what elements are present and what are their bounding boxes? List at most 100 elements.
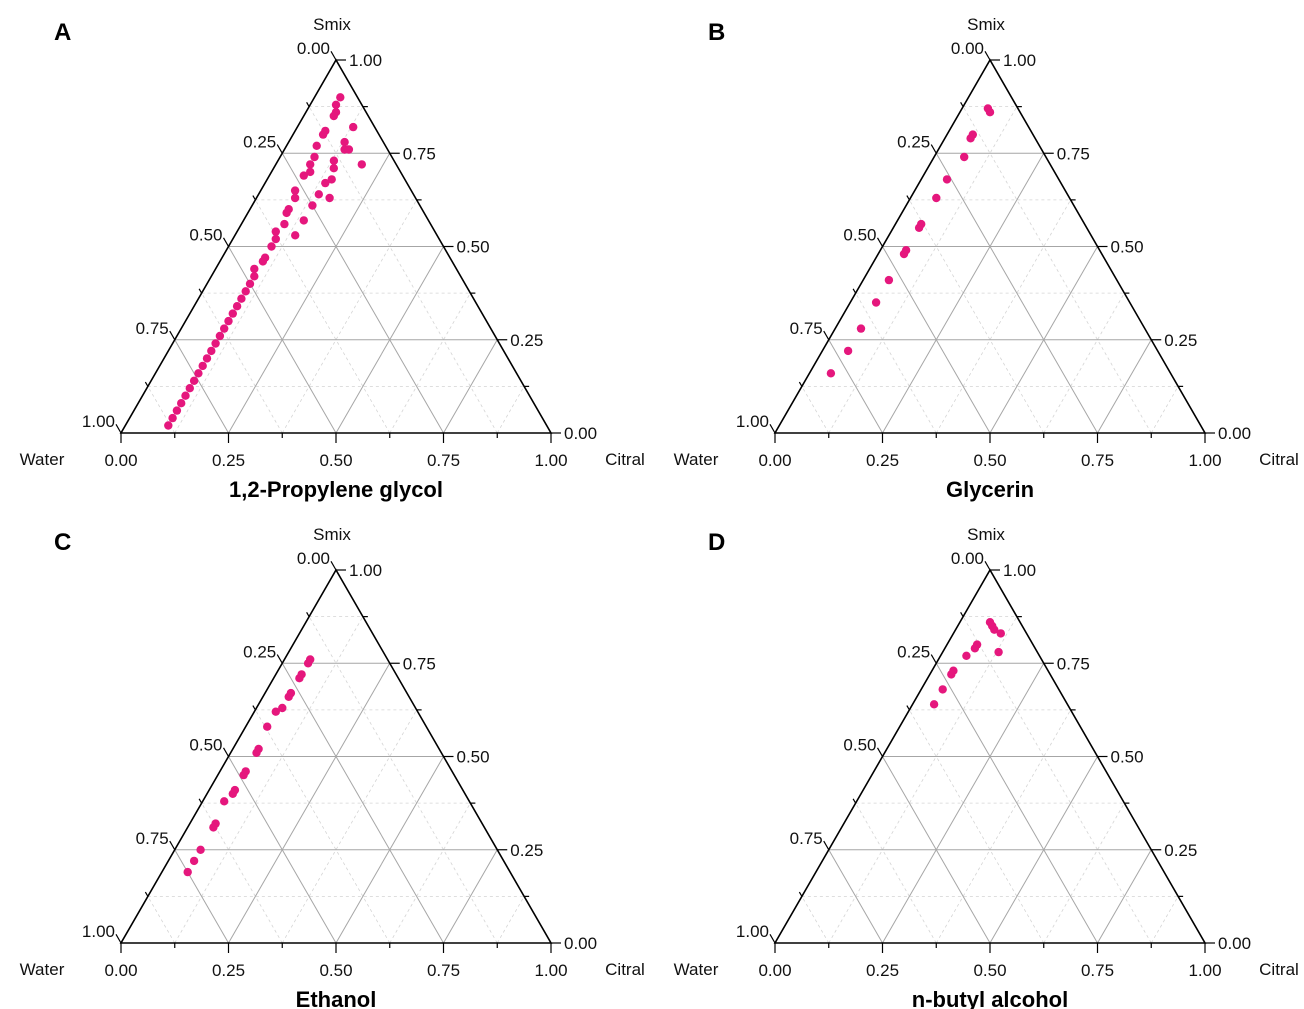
data-point — [960, 152, 969, 162]
major-grid-line — [443, 339, 498, 434]
left-tick-label: 0.25 — [897, 642, 930, 661]
minor-grid-line — [801, 386, 830, 434]
apex-label-water: Water — [20, 960, 65, 979]
right-tick-label: 0.75 — [1057, 654, 1090, 673]
axis-tick — [222, 747, 230, 757]
apex-label-smix: Smix — [967, 525, 1005, 544]
left-tick-label: 0.75 — [790, 319, 823, 338]
data-point — [884, 275, 894, 285]
minor-grid-line — [855, 802, 937, 944]
data-point — [290, 186, 300, 195]
axis-tick — [252, 195, 256, 201]
data-point — [314, 190, 323, 199]
data-point — [299, 171, 308, 180]
minor-grid-line — [174, 106, 364, 434]
major-grid-line — [935, 153, 1098, 434]
minor-grid-line — [308, 106, 498, 434]
axis-tick — [906, 195, 910, 201]
right-tick-label: 1.00 — [1003, 561, 1036, 580]
data-point — [239, 770, 248, 780]
bottom-tick-label: 0.00 — [104, 451, 137, 470]
major-grid-line — [281, 663, 444, 944]
minor-grid — [147, 616, 525, 944]
minor-grid-line — [308, 616, 498, 944]
major-grid-line — [174, 339, 229, 434]
bottom-tick-label: 1.00 — [1188, 451, 1221, 470]
data-point — [914, 223, 924, 232]
data-point — [271, 227, 280, 236]
minor-grid-line — [801, 896, 830, 944]
data-point — [327, 175, 336, 184]
axis-tick — [198, 798, 203, 804]
data-points — [929, 618, 1005, 709]
data-point — [321, 178, 330, 188]
minor-grid-line — [828, 616, 1018, 944]
major-grid-line — [828, 849, 883, 944]
right-tick-label: 0.50 — [1111, 238, 1144, 257]
major-grid-line — [174, 849, 229, 944]
minor-grid — [801, 106, 1179, 434]
major-grid-line — [335, 246, 444, 434]
data-point — [329, 156, 339, 165]
minor-grid-line — [1150, 896, 1179, 944]
data-point — [932, 193, 941, 203]
panel-letter: C — [54, 529, 71, 556]
data-point — [209, 823, 218, 832]
data-point — [962, 651, 971, 660]
minor-grid-line — [935, 709, 1071, 944]
data-point — [228, 309, 237, 318]
data-point — [970, 644, 980, 653]
data-point — [189, 376, 199, 385]
axis-tick — [984, 51, 991, 61]
minor-grid-line — [909, 199, 1045, 434]
data-point — [211, 339, 220, 348]
minor-grid-line — [828, 106, 1018, 434]
data-point — [303, 659, 313, 668]
data-point — [232, 302, 242, 311]
minor-grid — [147, 106, 525, 434]
major-grid-line — [1097, 339, 1152, 434]
data-point — [271, 707, 280, 716]
left-tick-label: 1.00 — [736, 412, 769, 431]
axis-tick — [798, 381, 803, 387]
axis-tick — [823, 330, 830, 341]
minor-grid-line — [281, 709, 417, 944]
bottom-tick-label: 0.75 — [1081, 961, 1114, 980]
axis-ticks — [115, 561, 561, 953]
axis-ticks — [769, 51, 1215, 443]
data-point — [241, 287, 250, 296]
axis-tick — [798, 891, 803, 897]
axis-tick — [306, 101, 310, 107]
axis-tick — [306, 611, 310, 617]
major-grid-line — [882, 153, 1045, 434]
minor-grid-line — [1043, 292, 1125, 434]
data-point — [220, 324, 229, 333]
bottom-tick-label: 0.25 — [866, 961, 899, 980]
left-tick-label: 1.00 — [82, 412, 115, 431]
data-point — [826, 369, 836, 378]
data-point — [310, 152, 319, 162]
data-point — [856, 324, 866, 333]
major-grid-line — [228, 663, 391, 944]
data-point — [331, 100, 341, 110]
major-grid-line — [828, 339, 883, 434]
right-tick-label: 0.00 — [1218, 934, 1251, 953]
data-point — [263, 722, 272, 731]
axis-tick — [930, 144, 937, 154]
data-point — [325, 193, 334, 203]
bottom-tick-label: 0.75 — [427, 451, 460, 470]
axis-tick — [222, 237, 230, 247]
data-point — [312, 141, 321, 150]
data-point — [985, 108, 995, 117]
ternary-panel-c: 0.00 0.00 0.00 0.25 0.25 0.25 0.50 0.50 0.50 0.75… — [20, 525, 645, 1009]
axis-tick — [115, 934, 122, 944]
major-grid-line — [228, 153, 391, 434]
data-points — [164, 93, 366, 430]
axis-ticks — [115, 51, 561, 443]
data-point — [280, 219, 289, 229]
minor-grid-line — [935, 199, 1071, 434]
data-point — [278, 703, 287, 713]
axis-tick — [144, 381, 149, 387]
data-point — [344, 145, 354, 154]
bottom-tick-label: 0.25 — [212, 961, 245, 980]
